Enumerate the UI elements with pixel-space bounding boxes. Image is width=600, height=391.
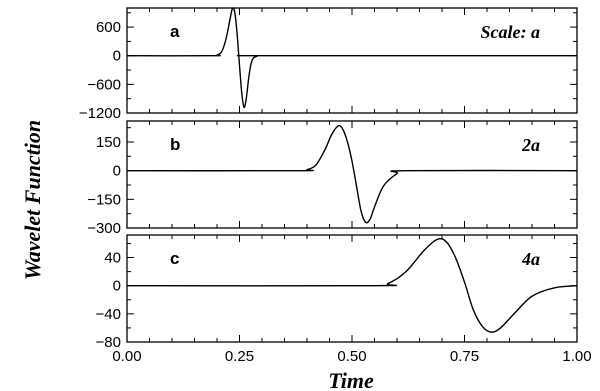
y-tick-label: 40 (104, 250, 121, 267)
y-tick-label: 0 (113, 163, 121, 180)
panels-group: 600 0 −600 −1200 a Scale: a 150 0 −150 −300 b 2a 40 0… (79, 7, 578, 351)
x-tick-label: 0.25 (225, 348, 254, 365)
wavelet-curve-c (126, 237, 578, 333)
panel-letter: b (170, 135, 180, 154)
scale-label: Scale: a (481, 22, 540, 42)
y-tick-label: −80 (96, 334, 121, 351)
panel-letter: a (170, 22, 180, 41)
y-tick-label: −600 (87, 76, 121, 93)
panel-a: 600 0 −600 −1200 a Scale: a (79, 7, 578, 122)
x-tick-label: 0.75 (450, 348, 479, 365)
x-axis-label: Time (328, 368, 374, 391)
scale-label: 4a (521, 249, 540, 269)
y-tick-label: 150 (96, 134, 121, 151)
y-tick-label: 0 (113, 278, 121, 295)
x-tick-label: 0.00 (112, 348, 141, 365)
y-axis-label: Wavelet Function (20, 120, 45, 280)
y-tick-label: −300 (87, 220, 121, 237)
x-tick-label: 1.00 (562, 348, 591, 365)
x-tick-label: 0.50 (337, 348, 366, 365)
wavelet-curve-a (126, 7, 578, 109)
y-tick-label: 0 (113, 48, 121, 65)
panel-b: 150 0 −150 −300 b 2a (87, 120, 578, 237)
panel-frame (126, 120, 578, 229)
y-tick-label: −1200 (79, 105, 121, 122)
panel-c: 40 0 −40 −80 c 4a (96, 234, 578, 351)
y-tick-label: −40 (96, 306, 121, 323)
y-tick-label: 600 (96, 19, 121, 36)
wavelet-curve-b (126, 124, 578, 224)
scale-label: 2a (521, 135, 540, 155)
x-tick-labels: 0.00 0.25 0.50 0.75 1.00 (112, 348, 591, 365)
y-tick-label: −150 (87, 191, 121, 208)
panel-frame (126, 234, 578, 343)
panel-letter: c (170, 249, 179, 268)
